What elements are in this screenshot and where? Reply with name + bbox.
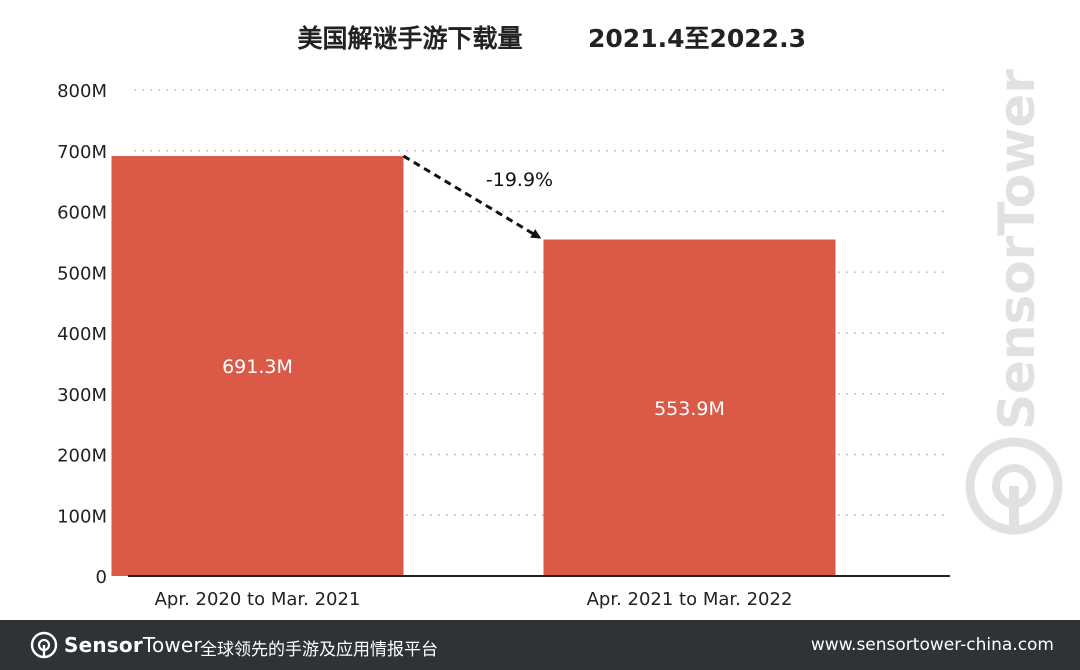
bar-value-label: 553.9M [654,398,725,420]
footer-bar: SensorTower 全球领先的手游及应用情报平台 www.sensortow… [0,620,1080,670]
y-tick-label: 500M [57,263,107,284]
footer-brand: SensorTower [64,633,202,657]
y-tick-label: 0 [96,567,107,588]
x-tick-label: Apr. 2020 to Mar. 2021 [155,589,361,610]
chart-subtitle: 2021.4至2022.3 [588,24,806,53]
x-tick-label: Apr. 2021 to Mar. 2022 [587,589,793,610]
y-tick-label: 800M [57,81,107,102]
y-tick-label: 400M [57,324,107,345]
change-annotation: -19.9% [402,154,553,239]
change-percent-label: -19.9% [486,169,553,191]
bar [543,239,836,577]
footer-url[interactable]: www.sensortower-china.com [810,635,1054,655]
footer-brand-bold: Sensor [64,633,143,657]
y-axis-ticks: 0 100M 200M 300M 400M 500M 600M 700M 800M [57,81,107,588]
y-tick-label: 200M [57,446,107,467]
y-tick-label: 100M [57,506,107,527]
bars: 691.3M 553.9M [111,156,836,577]
y-tick-label: 600M [57,203,107,224]
bar-chart: 美国解谜手游下载量 2021.4至2022.3 SensorTower 0 100… [57,24,1063,610]
y-tick-label: 300M [57,385,107,406]
x-axis-ticks: Apr. 2020 to Mar. 2021 Apr. 2021 to Mar. … [155,589,793,610]
sensortower-logo-icon [30,631,58,659]
sensortower-watermark-logo-icon [965,437,1063,535]
bar [111,156,404,576]
footer-brand-rest: Tower [142,633,202,657]
y-tick-label: 700M [57,142,107,163]
sensortower-watermark-text: SensorTower [988,69,1046,430]
change-arrow [402,154,542,239]
chart-title: 美国解谜手游下载量 [297,24,522,53]
sensortower-watermark: SensorTower [965,69,1063,535]
bar-value-label: 691.3M [222,356,293,378]
footer-tagline: 全球领先的手游及应用情报平台 [200,640,438,660]
